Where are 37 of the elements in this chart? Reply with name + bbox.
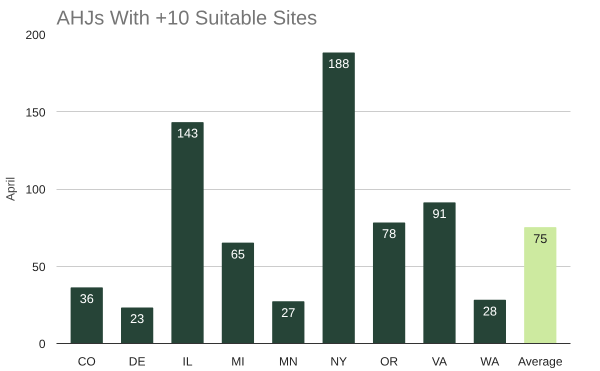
x-tick-label: MN	[278, 354, 298, 368]
bar	[70, 287, 103, 344]
x-tick-label: DE	[128, 354, 146, 368]
bar	[372, 222, 406, 344]
x-tick-label: WA	[480, 354, 500, 368]
bar	[121, 307, 154, 344]
bar	[272, 301, 304, 344]
x-tick-label: IL	[182, 354, 193, 368]
x-tick-label: Average	[518, 354, 563, 368]
data-label: 75	[533, 232, 548, 246]
y-axis-title: April	[3, 176, 18, 202]
y-tick-label: 100	[25, 182, 46, 196]
bar	[171, 122, 204, 344]
x-tick-label: CO	[78, 354, 96, 368]
x-tick-label: MI	[231, 354, 245, 368]
chart-title: AHJs With +10 Suitable Sites	[56, 8, 318, 30]
data-label: 91	[432, 207, 447, 222]
data-label: 28	[482, 304, 497, 318]
x-tick-label: NY	[330, 354, 348, 368]
data-label: 36	[80, 292, 94, 306]
data-label: 143	[176, 126, 198, 141]
y-tick-label: 0	[38, 337, 46, 351]
data-label: 188	[328, 57, 350, 72]
x-tick-label: VA	[432, 354, 448, 368]
y-tick-label: 50	[32, 260, 46, 274]
data-label: 27	[281, 306, 296, 320]
bar	[423, 202, 456, 344]
bar	[474, 300, 506, 344]
y-tick-label: 200	[25, 28, 46, 42]
y-tick-label: 150	[25, 105, 46, 120]
x-tick-label: OR	[380, 354, 398, 368]
bar	[524, 227, 556, 344]
data-label: 23	[130, 312, 144, 326]
bar	[222, 242, 254, 344]
bar	[322, 52, 355, 344]
data-label: 65	[230, 247, 245, 262]
data-label: 78	[382, 227, 396, 242]
